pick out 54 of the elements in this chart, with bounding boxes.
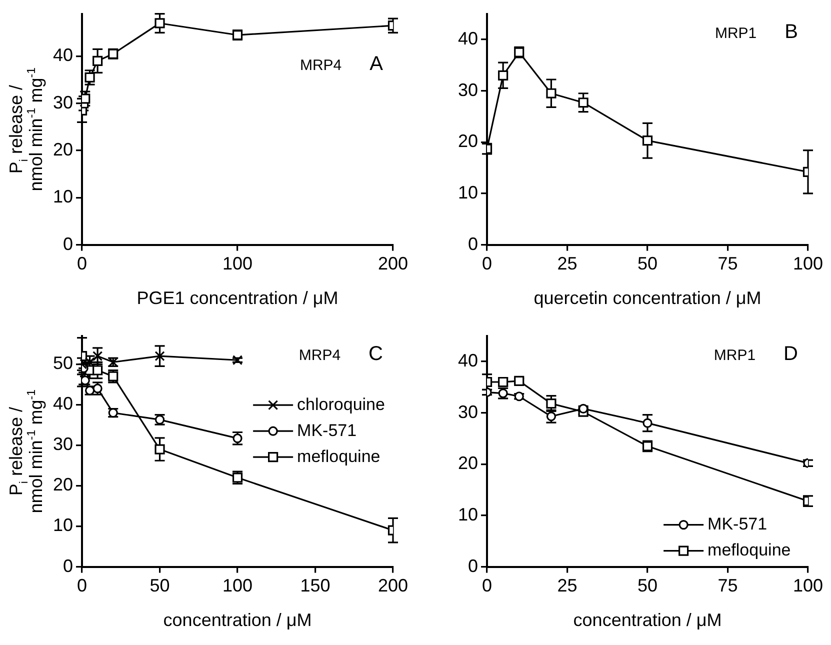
y-tick-label: 0 xyxy=(468,556,478,576)
x-axis-title: quercetin concentration / μM xyxy=(534,288,762,308)
annotation: D xyxy=(784,342,798,365)
x-tick-label: 25 xyxy=(557,576,578,596)
y-tick-label: 30 xyxy=(52,92,74,112)
annotation: MRP1 xyxy=(714,346,756,364)
legend-label: chloroquine xyxy=(297,394,385,414)
x-tick-label: 100 xyxy=(792,576,824,596)
y-tick-label: 10 xyxy=(52,186,74,207)
annotation: MRP1 xyxy=(714,24,757,42)
x-axis-title: concentration / μM xyxy=(163,610,312,630)
legend-label: mefloquine xyxy=(708,540,791,560)
x-tick-label: 200 xyxy=(378,576,408,596)
legend-label: MK-571 xyxy=(708,514,768,534)
x-tick-label: 75 xyxy=(718,254,738,274)
x-tick-label: 100 xyxy=(222,254,253,274)
y-tick-label: 50 xyxy=(52,353,74,374)
y-tick-label: 40 xyxy=(458,350,478,370)
y-tick-label: 0 xyxy=(468,234,478,254)
y-tick-label: 10 xyxy=(52,515,74,536)
x-tick-label: 200 xyxy=(378,254,408,274)
y-tick-label: 20 xyxy=(458,453,478,474)
y-tick-label: 10 xyxy=(458,182,478,202)
x-tick-label: 0 xyxy=(482,576,492,596)
y-tick-label: 10 xyxy=(458,504,478,524)
x-tick-label: 75 xyxy=(718,576,738,596)
y-tick-label: 30 xyxy=(52,434,74,454)
y-tick-label: 20 xyxy=(458,131,478,152)
x-tick-label: 50 xyxy=(637,254,658,274)
x-tick-label: 150 xyxy=(300,576,330,596)
x-tick-label: 50 xyxy=(150,576,170,596)
y-tick-label: 20 xyxy=(52,139,74,160)
x-axis-title: concentration / μM xyxy=(573,610,722,630)
y-tick-label: 30 xyxy=(458,402,478,422)
x-tick-label: 100 xyxy=(792,254,824,274)
x-tick-label: 25 xyxy=(557,254,578,274)
y-tick-label: 0 xyxy=(63,234,74,254)
y-tick-label: 20 xyxy=(52,474,74,495)
y-tick-label: 0 xyxy=(63,556,74,576)
x-tick-label: 0 xyxy=(482,254,492,274)
legend-label: mefloquine xyxy=(297,446,380,466)
x-axis-title: PGE1 concentration / μM xyxy=(136,288,338,308)
y-tick-label: 40 xyxy=(52,45,74,66)
x-tick-label: 100 xyxy=(222,576,253,596)
annotation: B xyxy=(784,20,798,43)
x-tick-label: 0 xyxy=(77,576,88,596)
annotation: MRP4 xyxy=(298,346,341,364)
y-tick-label: 40 xyxy=(52,394,74,414)
y-tick-label: 30 xyxy=(458,80,478,100)
y-tick-label: 40 xyxy=(458,28,478,48)
legend-label: MK-571 xyxy=(297,420,357,440)
x-tick-label: 50 xyxy=(637,576,658,596)
x-tick-label: 0 xyxy=(77,254,88,274)
annotation: C xyxy=(368,342,383,365)
